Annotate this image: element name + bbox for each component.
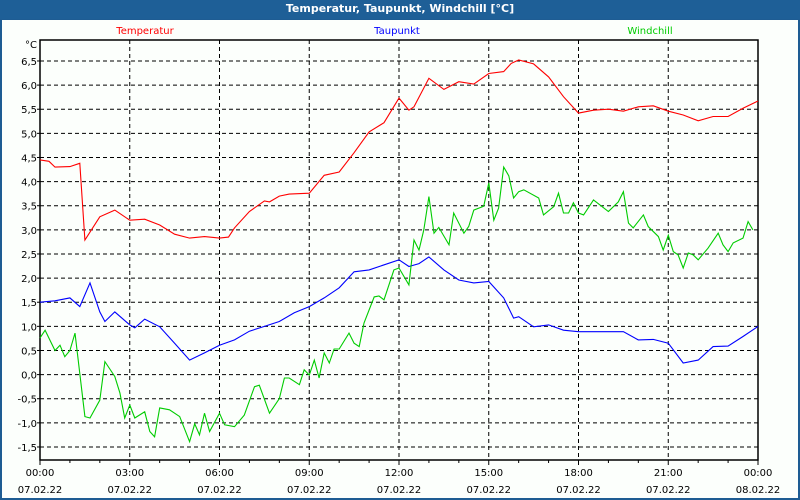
y-tick-label: 4,0 <box>21 178 37 189</box>
series-line-temperatur <box>39 59 759 242</box>
plot-frame <box>39 39 759 461</box>
y-axis-unit: °C <box>25 40 37 51</box>
y-tick-label: -0,5 <box>17 395 37 406</box>
x-tick-time: 21:00 <box>654 468 683 479</box>
y-tick-label: 5,0 <box>21 129 37 140</box>
y-tick-label: 1,5 <box>21 298 37 309</box>
y-tick-label: 1,0 <box>21 322 37 333</box>
y-tick-label: 3,0 <box>21 226 37 237</box>
y-tick-label: 4,5 <box>21 153 37 164</box>
x-tick-time: 06:00 <box>205 468 234 479</box>
x-tick-date: 07.02.22 <box>556 485 601 496</box>
y-tick-label: -1,5 <box>17 443 37 454</box>
y-tick-label: 0,0 <box>21 371 37 382</box>
y-tick-label: -1,0 <box>17 419 37 430</box>
x-tick-time: 15:00 <box>474 468 503 479</box>
x-tick-date: 08.02.22 <box>736 485 781 496</box>
x-tick-date: 07.02.22 <box>466 485 511 496</box>
series-line-windchill <box>39 165 754 444</box>
y-tick-label: 6,0 <box>21 81 37 92</box>
x-tick-date: 07.02.22 <box>18 485 63 496</box>
y-tick-label: 2,5 <box>21 250 37 261</box>
x-tick-time: 09:00 <box>295 468 324 479</box>
x-tick-date: 07.02.22 <box>287 485 332 496</box>
legend-taupunkt: Taupunkt <box>373 26 420 37</box>
x-tick-time: 03:00 <box>115 468 144 479</box>
x-tick-time: 18:00 <box>564 468 593 479</box>
x-tick-time: 00:00 <box>744 468 773 479</box>
window-title: Temperatur, Taupunkt, Windchill [°C] <box>0 0 800 19</box>
series-line-taupunkt <box>39 256 759 364</box>
y-tick-label: 3,5 <box>21 202 37 213</box>
y-tick-label: 5,5 <box>21 105 37 116</box>
legend-temperatur: Temperatur <box>115 26 174 37</box>
x-tick-date: 07.02.22 <box>646 485 691 496</box>
y-tick-label: 2,0 <box>21 274 37 285</box>
x-tick-time: 12:00 <box>385 468 414 479</box>
legend-windchill: Windchill <box>627 26 672 37</box>
y-tick-label: 6,5 <box>21 57 37 68</box>
y-tick-label: 0,5 <box>21 346 37 357</box>
x-tick-time: 00:00 <box>26 468 55 479</box>
x-tick-date: 07.02.22 <box>197 485 242 496</box>
x-tick-date: 07.02.22 <box>377 485 422 496</box>
x-tick-date: 07.02.22 <box>107 485 152 496</box>
